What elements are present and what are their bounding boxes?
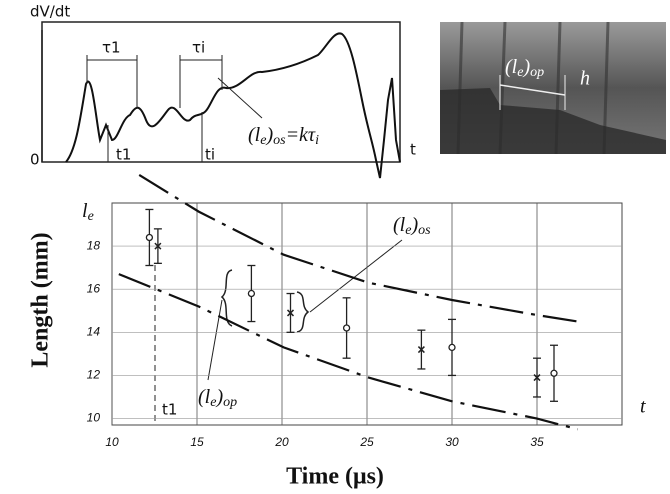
point (342, 324, 351, 332)
y-tick-label: 14 (87, 324, 101, 338)
text-part: ) (522, 56, 530, 78)
y-axis-title: Length (mm) (28, 232, 54, 367)
brace (296, 291, 310, 333)
annotation: (le)op (198, 386, 237, 411)
tau-1: τ1 (102, 39, 121, 57)
point (286, 309, 295, 317)
text-part: (l (505, 56, 518, 78)
annotation: (le)os (393, 214, 431, 239)
subscript: i (315, 133, 319, 148)
x-tick-label: 10 (105, 435, 119, 449)
arrow (207, 299, 223, 381)
subscript: e (517, 65, 523, 80)
y-tick-label: 16 (87, 281, 101, 295)
subscript: op (223, 395, 237, 410)
x-tick-label: 20 (274, 435, 289, 449)
text-part: ) (265, 124, 273, 146)
text-part: (l (198, 386, 211, 408)
inset-frame (41, 21, 401, 163)
x-tick-label: 25 (359, 435, 374, 449)
inset-trace: dV/dt 0 t τ1 τi t1 ti (le)os=kτi (30, 3, 416, 179)
point (448, 343, 456, 352)
x-axis-title: Time (μs) (286, 464, 384, 490)
x-tick-label: 15 (190, 435, 204, 449)
photo-label: (le)op (505, 56, 544, 81)
t-1: t1 (116, 146, 131, 164)
inset-zero: 0 (30, 151, 40, 169)
photo: (le)op h (440, 21, 666, 155)
arrow (217, 77, 263, 119)
point (247, 289, 256, 298)
inset-x-label: t (410, 141, 416, 159)
point (533, 374, 541, 382)
y-tick-label: 18 (87, 238, 101, 252)
t1-label: t1 (162, 401, 177, 419)
x-tick-label: 30 (445, 435, 459, 449)
t-i: ti (205, 146, 215, 164)
text-part: (l (248, 124, 261, 146)
inset-y-label: dV/dt (30, 3, 70, 21)
text-part: ) (410, 214, 418, 236)
y-symbol: le (82, 200, 94, 225)
text-part: =kτ (286, 124, 316, 146)
subscript: e (260, 133, 266, 148)
formula: (le)os=kτi (248, 124, 319, 149)
subscript: op (530, 65, 544, 80)
subscript: e (405, 223, 411, 238)
point (145, 233, 154, 242)
text-part: l (82, 200, 88, 222)
text-part: ) (215, 386, 223, 408)
text-part: (l (393, 214, 406, 236)
x-tick-label: 35 (530, 435, 544, 449)
subscript: e (210, 395, 216, 410)
x-symbol: t (640, 396, 646, 418)
y-tick-label: 12 (87, 368, 101, 382)
boundary-curve (118, 273, 579, 431)
subscript: os (273, 133, 286, 148)
arrow (309, 239, 403, 313)
subscript: e (88, 209, 94, 224)
y-tick-label: 10 (87, 411, 101, 425)
point (154, 242, 162, 250)
point (550, 369, 558, 377)
tau-i: τi (192, 39, 205, 57)
subscript: os (418, 223, 431, 238)
plot: 10 15 20 25 30 35 10 12 14 16 18 (87, 174, 623, 449)
point (417, 346, 425, 354)
trace (65, 32, 401, 179)
photo-h: h (580, 68, 590, 90)
boundary-curve (138, 174, 578, 323)
